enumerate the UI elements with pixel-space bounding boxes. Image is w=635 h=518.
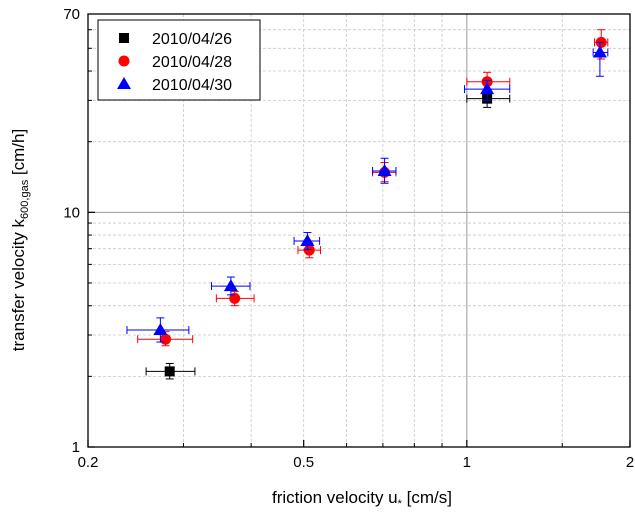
legend-label-2010-04-30: 2010/04/30 [152,77,232,94]
data-points [126,29,609,380]
legend-marker-triangle [117,77,131,89]
data-point [160,333,172,345]
data-point [153,323,168,336]
y-tick-label: 10 [63,204,80,221]
data-point [300,233,315,246]
legend-label-2010-04-28: 2010/04/28 [152,54,232,71]
x-axis-label: friction velocity u* [cm/s] [272,488,452,510]
y-tick-label: 70 [63,6,80,23]
data-point [377,163,392,176]
x-tick-label: 1 [463,454,471,471]
data-point [229,292,241,304]
axis-ticks: 0.2 0.5 1 2 1 10 70 [63,6,634,471]
data-point [164,366,175,377]
legend-label-2010-04-26: 2010/04/26 [152,31,232,48]
data-point [303,244,315,256]
x-tick-label: 2 [626,454,634,471]
x-tick-label: 0.5 [293,454,314,471]
y-axis-label: transfer velocity k600,gas [cm/h] [9,129,31,351]
x-tick-label: 0.2 [78,454,99,471]
data-point [223,279,238,292]
series-2010-04-30 [126,41,609,343]
legend-marker-square [119,33,129,43]
plot-frame [87,13,631,448]
data-point [480,82,495,95]
legend: 2010/04/26 2010/04/28 2010/04/30 [97,19,261,101]
y-tick-label: 1 [72,439,80,456]
grid [88,14,630,447]
data-point [592,45,607,58]
legend-marker-circle [118,55,130,67]
